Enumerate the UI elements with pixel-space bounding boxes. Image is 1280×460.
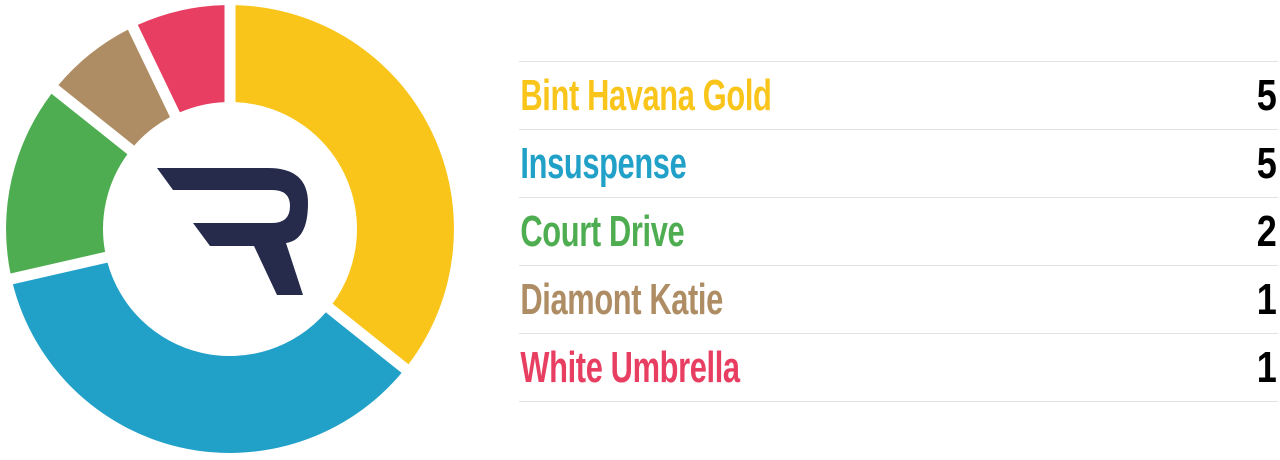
- legend-value: 1: [1256, 274, 1277, 324]
- legend-label: Court Drive: [520, 206, 685, 256]
- legend-label: White Umbrella: [520, 342, 740, 392]
- donut-slice-3: [58, 29, 170, 146]
- legend-row: Insuspense 5: [519, 129, 1278, 197]
- legend-label: Bint Havana Gold: [520, 70, 772, 120]
- donut-slice-0: [235, 5, 454, 365]
- legend-value: 5: [1256, 138, 1277, 188]
- donut-slice-4: [137, 5, 225, 113]
- legend-value: 5: [1256, 70, 1277, 120]
- legend-row: Diamont Katie 1: [519, 265, 1278, 333]
- legend-label: Diamont Katie: [520, 274, 723, 324]
- legend-table: Bint Havana Gold 5 Insuspense 5 Court Drive 2…: [519, 61, 1278, 402]
- legend-value: 1: [1256, 342, 1277, 392]
- donut-chart: [0, 0, 460, 460]
- donut-chart-svg: [6, 5, 454, 453]
- legend-row: White Umbrella 1: [519, 333, 1278, 401]
- legend-row: Bint Havana Gold 5: [519, 61, 1278, 129]
- legend-label: Insuspense: [520, 138, 687, 188]
- legend-row: Court Drive 2: [519, 197, 1278, 265]
- donut-slices: [6, 5, 454, 453]
- donut-slice-1: [12, 262, 402, 453]
- logo-r-icon: [157, 168, 308, 295]
- donut-slice-2: [6, 93, 128, 274]
- legend-value: 2: [1256, 206, 1277, 256]
